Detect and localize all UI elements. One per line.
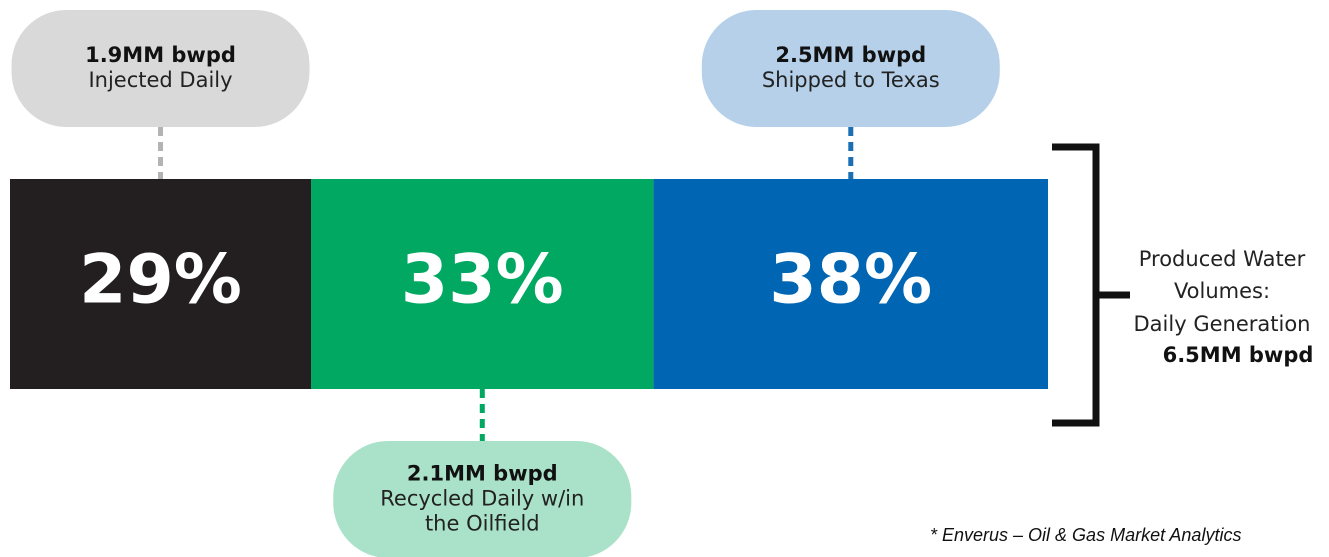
- value-label: 38%: [769, 241, 932, 320]
- value-label: 29%: [79, 241, 242, 320]
- callout-box: [11, 10, 310, 127]
- total-value: 6.5MM bwpd: [1163, 343, 1314, 367]
- callout-text: Injected Daily: [88, 68, 232, 92]
- bracket: [1052, 143, 1130, 427]
- callout-value: 2.1MM bwpd: [407, 462, 558, 486]
- callout-value: 1.9MM bwpd: [85, 43, 236, 67]
- bar-segment: [10, 179, 312, 389]
- callout-value: 2.5MM bwpd: [775, 43, 926, 67]
- callout-text: Recycled Daily w/in: [380, 487, 584, 511]
- total-label: Volumes:: [1174, 279, 1270, 303]
- total-label: Daily Generation: [1134, 312, 1311, 336]
- bar-segment: [653, 179, 1048, 389]
- total-label: Produced Water: [1139, 247, 1306, 271]
- callout-text: the Oilfield: [425, 512, 540, 536]
- bar-segment: [311, 179, 654, 389]
- callout-box: [701, 10, 1000, 127]
- value-label: 33%: [401, 241, 564, 320]
- callout-box: [333, 441, 632, 557]
- callout-text: Shipped to Texas: [762, 68, 940, 92]
- footnote: * Enverus – Oil & Gas Market Analytics: [930, 525, 1241, 545]
